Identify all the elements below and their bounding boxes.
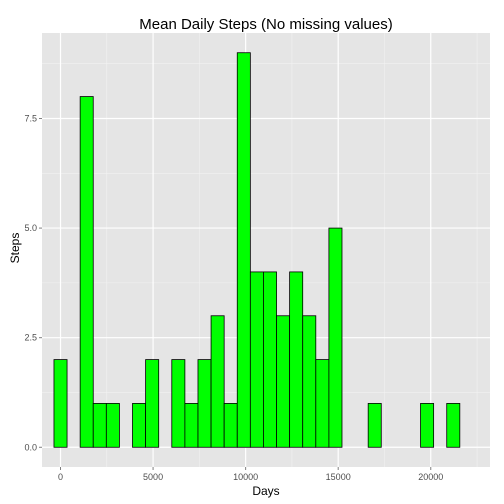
y-axis-label: Steps: [8, 233, 22, 264]
x-axis-label: Days: [252, 484, 279, 498]
histogram-bar: [184, 403, 199, 448]
x-axis-ticks: 0 5000 10000 15000 20000: [58, 467, 443, 482]
histogram-bar: [210, 315, 225, 448]
histogram-bar: [79, 96, 94, 448]
histogram-bar: [420, 403, 435, 448]
histogram-bar: [145, 359, 160, 448]
histogram-bar: [223, 403, 238, 448]
x-tick-label: 20000: [418, 472, 443, 482]
y-tick-label: 5.0: [24, 223, 37, 233]
y-tick-label: 7.5: [24, 113, 37, 123]
histogram-bar: [263, 271, 277, 448]
histogram-bar: [302, 315, 317, 448]
histogram-bar: [197, 359, 212, 448]
histogram-bar: [171, 359, 186, 448]
y-tick-label: 0.0: [24, 442, 37, 452]
y-axis-ticks: 0.0 2.5 5.0 7.5: [24, 113, 42, 452]
histogram-bar: [132, 403, 147, 448]
histogram-bar: [92, 403, 107, 448]
histogram-bar: [315, 359, 330, 448]
histogram-bar: [53, 359, 68, 448]
histogram-bar: [289, 271, 304, 448]
x-tick-label: 5000: [143, 472, 163, 482]
histogram-bar: [328, 227, 343, 448]
x-tick-label: 15000: [326, 472, 351, 482]
histogram-bar: [446, 403, 461, 448]
chart-title: Mean Daily Steps (No missing values): [139, 16, 392, 33]
histogram-bar: [236, 52, 251, 448]
histogram-bar: [249, 271, 264, 448]
bars: [53, 52, 461, 448]
histogram-bar: [105, 403, 120, 448]
x-tick-label: 10000: [233, 472, 258, 482]
y-tick-label: 2.5: [24, 333, 37, 343]
histogram-bar: [276, 315, 291, 448]
histogram-bar: [367, 403, 382, 448]
x-tick-label: 0: [58, 472, 63, 482]
